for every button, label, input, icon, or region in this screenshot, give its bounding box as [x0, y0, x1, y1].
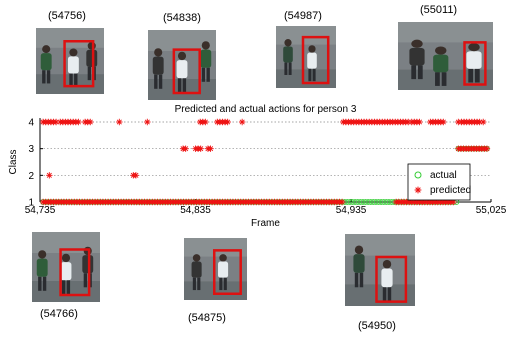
y-tick-label: 3 — [28, 144, 34, 155]
legend-predicted-label: predicted — [430, 185, 471, 196]
predicted-marker — [182, 145, 189, 152]
x-tick-label: 54,935 — [336, 205, 367, 216]
actions-chart: Predicted and actual actions for person … — [8, 104, 507, 229]
chart-title: Predicted and actual actions for person … — [175, 104, 357, 115]
predicted-marker — [132, 172, 140, 179]
y-axis-label: Class — [8, 149, 19, 174]
predicted-marker — [207, 145, 214, 152]
frame-thumbnail-55011 — [398, 22, 493, 90]
predicted-marker — [46, 172, 53, 179]
frame-thumbnail-54987 — [276, 26, 336, 88]
predicted-marker — [144, 118, 151, 126]
predicted-marker — [202, 118, 209, 126]
chart-legend: actual predicted — [407, 163, 471, 201]
predicted-marker — [450, 198, 457, 206]
frame-label-54950: (54950) — [358, 320, 396, 332]
predicted-marker — [87, 118, 94, 126]
y-tick-label: 2 — [28, 171, 34, 182]
predicted-marker — [238, 118, 246, 126]
frame-label-54838: (54838) — [163, 12, 201, 24]
frame-label-54987: (54987) — [284, 10, 322, 22]
predicted-marker — [197, 145, 204, 152]
x-tick-label: 54,735 — [25, 205, 56, 216]
frame-thumbnail-54756 — [36, 28, 104, 94]
predicted-marker — [405, 118, 412, 126]
predicted-marker — [440, 118, 447, 126]
legend-predicted-swatch — [414, 186, 422, 194]
frame-label-54766: (54766) — [40, 308, 78, 320]
legend-actual-label: actual — [430, 170, 457, 181]
frame-label-55011: (55011) — [420, 4, 458, 16]
predicted-marker — [483, 145, 491, 152]
frame-label-54875: (54875) — [188, 312, 226, 324]
predicted-marker — [52, 118, 60, 126]
predicted-marker — [455, 118, 462, 126]
predicted-marker — [75, 118, 82, 126]
y-tick-label: 1 — [28, 198, 34, 209]
frame-thumbnail-54875 — [184, 238, 247, 300]
predicted-marker — [476, 118, 483, 126]
frame-label-54756: (54756) — [48, 10, 86, 22]
x-tick-label: 54,835 — [180, 205, 211, 216]
predicted-marker — [116, 118, 123, 126]
predicted-marker — [224, 118, 231, 126]
frame-thumbnail-54766 — [32, 232, 100, 302]
frame-thumbnail-54950 — [345, 234, 415, 306]
predicted-marker — [480, 118, 487, 126]
legend-actual-swatch — [414, 171, 422, 179]
x-tick-label: 55,025 — [476, 205, 507, 216]
predicted-marker — [416, 118, 423, 126]
predicted-marker — [338, 198, 346, 206]
frame-thumbnail-54838 — [148, 30, 216, 100]
y-tick-label: 4 — [28, 118, 34, 129]
x-axis-label: Frame — [251, 218, 280, 229]
